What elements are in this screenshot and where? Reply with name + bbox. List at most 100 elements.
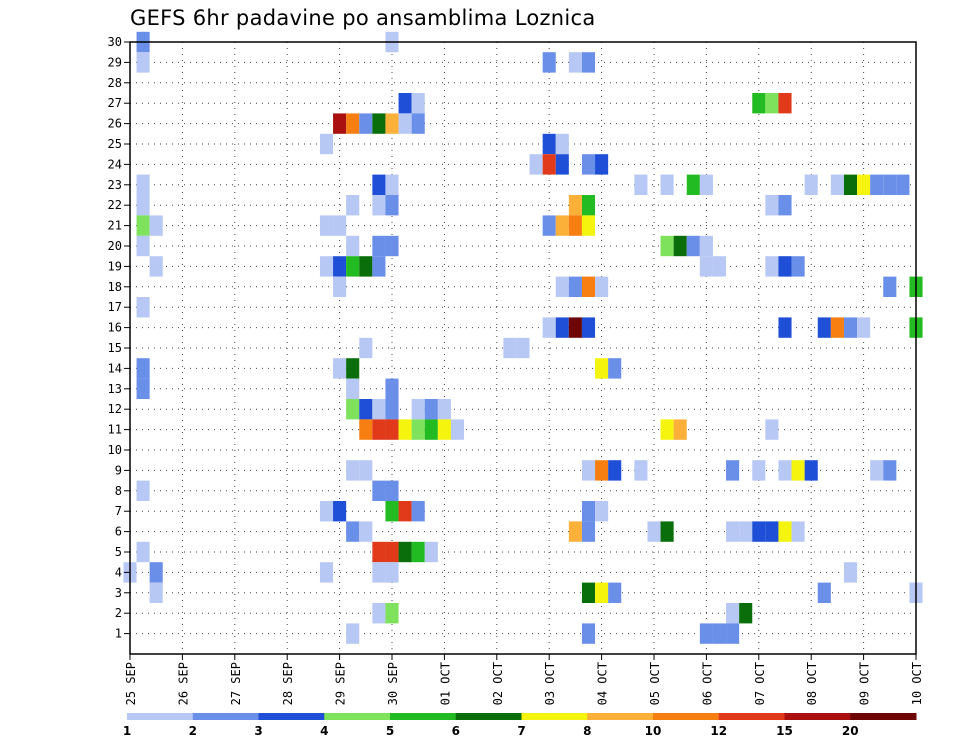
heatmap-cell (385, 399, 399, 420)
heatmap-cell (385, 113, 399, 134)
heatmap-cell (359, 521, 373, 542)
heatmap-cell (385, 195, 399, 216)
heatmap-cell (765, 195, 779, 216)
colorbar-swatch (390, 713, 457, 720)
colorbar-swatch (127, 713, 194, 720)
heatmap-cell (581, 460, 596, 481)
heatmap-cell (595, 276, 609, 297)
y-tick-label: 29 (108, 55, 122, 69)
heatmap-cell (136, 215, 150, 236)
heatmap-cell (372, 562, 386, 583)
heatmap-cell (136, 541, 150, 563)
heatmap-cell (843, 562, 858, 583)
heatmap-cell (542, 154, 556, 175)
heatmap-cell (568, 215, 582, 236)
heatmap-cell (634, 460, 648, 481)
heatmap-cell (346, 521, 360, 542)
heatmap-cell (542, 133, 556, 155)
heatmap-cell (450, 419, 465, 440)
heatmap-cell (752, 93, 766, 114)
colorbar-swatch (587, 713, 654, 720)
heatmap-cell (739, 603, 753, 624)
heatmap-cell (503, 337, 517, 359)
heatmap-cell (699, 235, 713, 257)
heatmap-cell (634, 174, 648, 195)
y-tick-label: 18 (108, 280, 122, 294)
colorbar-label: 20 (842, 724, 859, 738)
heatmap-cell (359, 256, 373, 277)
heatmap-cell (437, 399, 451, 420)
colorbar-swatch (784, 713, 851, 720)
heatmap-cell (778, 460, 792, 481)
heatmap-cell (411, 541, 425, 563)
heatmap-cell (608, 582, 622, 603)
y-tick-label: 8 (115, 484, 122, 498)
y-tick-label: 1 (115, 627, 122, 641)
heatmap-cell (516, 337, 530, 359)
heatmap-cell (555, 317, 569, 338)
heatmap-cell (791, 256, 805, 277)
heatmap-cell (608, 358, 622, 379)
heatmap-cell (346, 235, 360, 257)
colorbar-swatch (521, 713, 588, 720)
heatmap-cell (581, 623, 596, 644)
heatmap-cell (699, 174, 713, 195)
heatmap-cell (778, 317, 792, 338)
heatmap-cell (385, 603, 399, 624)
y-tick-label: 14 (108, 361, 122, 375)
heatmap-cell (739, 521, 753, 542)
heatmap-cell (712, 256, 727, 277)
heatmap-cell (581, 501, 596, 522)
heatmap-cell (542, 317, 556, 338)
x-tick-label: 29 SEP (334, 662, 348, 705)
heatmap-cell (896, 174, 910, 195)
heatmap-cell (424, 399, 438, 420)
heatmap-cell (149, 562, 163, 583)
heatmap-cell (595, 358, 609, 379)
heatmap-cell (319, 562, 334, 583)
heatmap-cell (136, 235, 150, 257)
x-tick-label: 27 SEP (229, 662, 243, 705)
heatmap-cell (333, 276, 347, 297)
y-tick-label: 28 (108, 76, 122, 90)
heatmap-cell (660, 174, 674, 195)
heatmap-cell (581, 521, 596, 542)
heatmap-cell (555, 133, 569, 155)
heatmap-cell (699, 256, 713, 277)
heatmap-cell (398, 501, 412, 522)
x-tick-label: 26 SEP (176, 662, 190, 705)
heatmap-cell (581, 52, 596, 73)
y-tick-label: 11 (108, 423, 122, 437)
heatmap-cell (765, 521, 779, 542)
heatmap-cell (817, 582, 831, 603)
heatmap-cell (385, 501, 399, 522)
heatmap-cell (437, 419, 451, 440)
heatmap-cell (385, 174, 399, 195)
heatmap-cell (319, 256, 334, 277)
heatmap-cell (398, 541, 412, 563)
heatmap-cell (346, 623, 360, 644)
heatmap-cell (411, 501, 425, 522)
heatmap-cell (359, 419, 373, 440)
x-tick-label: 10 OCT (910, 662, 924, 705)
heatmap-cell (346, 195, 360, 216)
colorbar-label: 12 (710, 724, 727, 738)
heatmap-cell (778, 256, 792, 277)
heatmap-cell (778, 93, 792, 114)
heatmap-cell (883, 174, 897, 195)
colorbar-label: 6 (452, 724, 460, 738)
heatmap-cell (333, 215, 347, 236)
heatmap-cell (372, 480, 386, 501)
heatmap-cell (595, 501, 609, 522)
heatmap-cell (686, 174, 700, 195)
x-tick-label: 04 OCT (596, 662, 610, 705)
y-tick-label: 7 (115, 504, 122, 518)
y-tick-label: 12 (108, 402, 122, 416)
heatmap-cell (830, 174, 844, 195)
x-tick-label: 02 OCT (491, 662, 505, 705)
heatmap-cells (123, 31, 923, 644)
colorbar-label: 7 (517, 724, 525, 738)
x-tick-label: 25 SEP (124, 662, 138, 705)
heatmap-cell (581, 215, 596, 236)
heatmap-cell (136, 195, 150, 216)
